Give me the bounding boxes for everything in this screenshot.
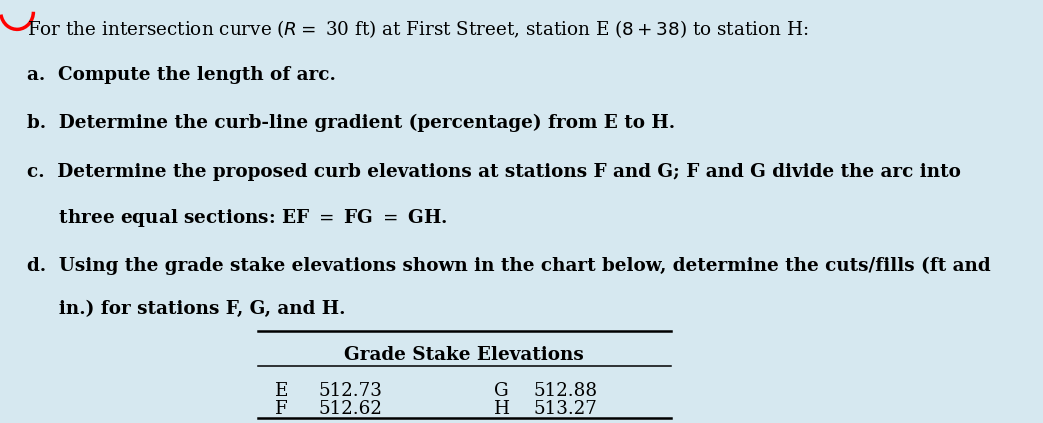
Text: G: G <box>494 382 509 400</box>
Text: a.  Compute the length of arc.: a. Compute the length of arc. <box>27 66 336 84</box>
Text: in.) for stations F, G, and H.: in.) for stations F, G, and H. <box>27 300 346 318</box>
Text: c.  Determine the proposed curb elevations at stations F and G; F and G divide t: c. Determine the proposed curb elevation… <box>27 163 962 181</box>
Text: d.  Using the grade stake elevations shown in the chart below, determine the cut: d. Using the grade stake elevations show… <box>27 256 991 275</box>
Text: three equal sections: EF $=$ FG $=$ GH.: three equal sections: EF $=$ FG $=$ GH. <box>27 206 448 228</box>
Text: b.  Determine the curb-line gradient (percentage) from E to H.: b. Determine the curb-line gradient (per… <box>27 113 676 132</box>
Text: Grade Stake Elevations: Grade Stake Elevations <box>344 346 584 363</box>
Text: E: E <box>275 382 289 400</box>
Text: F: F <box>275 400 288 418</box>
Text: 512.62: 512.62 <box>319 400 383 418</box>
Text: For the intersection curve ($R =$ 30 ft) at First Street, station E ($8 + 38$) t: For the intersection curve ($R =$ 30 ft)… <box>27 18 808 40</box>
Text: 512.88: 512.88 <box>533 382 598 400</box>
Text: H: H <box>494 400 510 418</box>
Text: 512.73: 512.73 <box>319 382 383 400</box>
Text: 513.27: 513.27 <box>534 400 598 418</box>
